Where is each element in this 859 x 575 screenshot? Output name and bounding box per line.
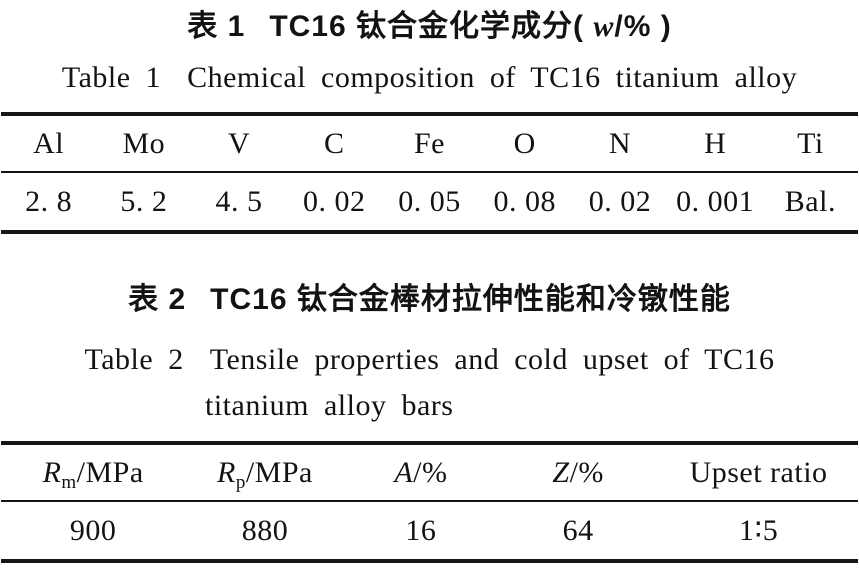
table2-header-row: Rm/MPa Rp/MPa A/% Z/% Upset ratio (1, 445, 858, 502)
table1-value-o: 0. 08 (493, 184, 556, 218)
table2: Rm/MPa Rp/MPa A/% Z/% Upset ratio 900 88… (1, 441, 858, 563)
table2-data-row: 900 880 16 64 1∶5 (1, 502, 858, 559)
table1-header-n: N (608, 126, 632, 160)
table2-header-upset-ratio: Upset ratio (689, 455, 828, 489)
table1-data-row: 2. 8 5. 2 4. 5 0. 02 0. 05 0. 08 0. 02 0… (1, 173, 858, 230)
table1-header-fe: Fe (413, 126, 445, 160)
table2-value-rm: 900 (69, 513, 117, 547)
table1-value-mo: 5. 2 (120, 184, 168, 218)
table2-header-z: Z/% (552, 455, 604, 489)
table2-caption-en-text-cont: titanium alloy bars (205, 389, 454, 422)
table1-caption-zh-label: 表 1 (187, 10, 246, 43)
table1-header-h: H (704, 126, 727, 160)
table1-value-c: 0. 02 (303, 184, 366, 218)
table1-caption-en: Table 1 Chemical composition of TC16 tita… (0, 57, 859, 99)
mass-fraction-symbol: w (593, 10, 615, 43)
table2-header-rm: Rm/MPa (42, 455, 144, 494)
table2-header-rp: Rp/MPa (217, 455, 313, 494)
table1-header-al: Al (33, 126, 65, 160)
table2-header-a: A/% (394, 455, 448, 489)
table1-value-h: 0. 001 (676, 184, 755, 218)
table1-value-n: 0. 02 (588, 184, 652, 218)
table2-caption-en-line1: Table 2 Tensile properties and cold upset… (0, 339, 859, 381)
table2-caption-en-label: Table 2 (84, 343, 184, 376)
table1-value-ti: Bal. (784, 184, 836, 218)
table2-value-rp: 880 (241, 513, 289, 547)
table1-value-v: 4. 5 (215, 184, 263, 218)
table1-header-v: V (227, 126, 251, 160)
table1-caption-zh: 表 1 TC16 钛合金化学成分( w/% ) (0, 6, 859, 48)
table2-value-z: 64 (562, 513, 594, 547)
table2-value-a: 16 (405, 513, 437, 547)
table1-caption-en-text: Chemical composition of TC16 titanium al… (187, 61, 798, 94)
table1-header-c: C (324, 126, 345, 160)
table2-value-upset-ratio: 1∶5 (738, 514, 779, 547)
table2-caption-en-line2: titanium alloy bars (0, 385, 859, 427)
table1-value-fe: 0. 05 (398, 184, 461, 218)
table1-header-o: O (513, 126, 536, 160)
table1-header-ti: Ti (797, 126, 824, 160)
table2-caption-en-text: Tensile properties and cold upset of TC1… (209, 343, 775, 376)
table1-header-mo: Mo (122, 126, 166, 160)
table2-caption-zh-label: 表 2 (128, 283, 187, 316)
table1-header-row: Al Mo V C Fe O N H Ti (1, 116, 858, 173)
table2-caption-zh: 表 2 TC16 钛合金棒材拉伸性能和冷镦性能 (0, 279, 859, 321)
table2-caption-zh-text: TC16 钛合金棒材拉伸性能和冷镦性能 (210, 283, 731, 316)
table1-value-al: 2. 8 (25, 184, 73, 218)
table1: Al Mo V C Fe O N H Ti 2. 8 5. 2 4. 5 0. … (1, 112, 858, 234)
table1-caption-zh-text: TC16 钛合金化学成分( (269, 10, 594, 43)
table1-caption-zh-suffix: /% ) (614, 10, 672, 43)
table1-caption-en-label: Table 1 (61, 61, 162, 94)
